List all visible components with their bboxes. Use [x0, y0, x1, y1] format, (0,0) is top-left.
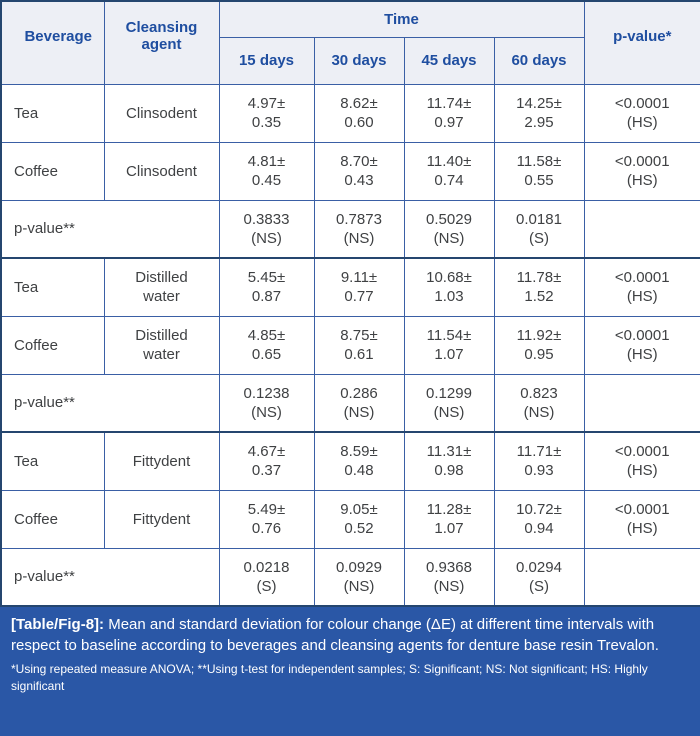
- value-cell: 11.28± 1.07: [403, 489, 495, 549]
- value-cell: 4.81± 0.45: [218, 141, 315, 201]
- empty-cell: [583, 547, 700, 607]
- value-cell: 0.1299 (NS): [403, 373, 495, 433]
- beverage-cell: Tea: [0, 257, 105, 317]
- value-cell: 0.0929 (NS): [313, 547, 405, 607]
- agent-cell: Fittydent: [103, 489, 220, 549]
- p-value-cell: <0.0001 (HS): [583, 141, 700, 201]
- value-cell: 11.71± 0.93: [493, 431, 585, 491]
- value-cell: 11.40± 0.74: [403, 141, 495, 201]
- header-60-days: 60 days: [493, 36, 585, 85]
- header-15-days: 15 days: [218, 36, 315, 85]
- value-cell: 9.05± 0.52: [313, 489, 405, 549]
- value-cell: 5.49± 0.76: [218, 489, 315, 549]
- figure-footnote: *Using repeated measure ANOVA; **Using t…: [11, 662, 648, 693]
- beverage-cell: Tea: [0, 431, 105, 491]
- value-cell: 0.823 (NS): [493, 373, 585, 433]
- header-row-days: 15 days 30 days 45 days 60 days: [1, 36, 700, 85]
- value-cell: 0.286 (NS): [313, 373, 405, 433]
- p-value-cell: <0.0001 (HS): [583, 83, 700, 143]
- row-label-cell: p-value**: [0, 547, 220, 607]
- value-cell: 8.70± 0.43: [313, 141, 405, 201]
- value-cell: 11.74± 0.97: [403, 83, 495, 143]
- row-label-cell: p-value**: [0, 199, 220, 259]
- value-cell: 4.97± 0.35: [218, 83, 315, 143]
- caption-band: [Table/Fig-8]: Mean and standard deviati…: [0, 607, 700, 736]
- value-cell: 4.85± 0.65: [218, 315, 315, 375]
- value-cell: 8.59± 0.48: [313, 431, 405, 491]
- value-cell: 0.0218 (S): [218, 547, 315, 607]
- header-time: Time: [218, 0, 585, 38]
- data-row: Coffee Clinsodent 4.81± 0.45 8.70± 0.43 11.4…: [0, 141, 700, 201]
- value-cell: 0.0294 (S): [493, 547, 585, 607]
- beverage-cell: Tea: [0, 83, 105, 143]
- figure-caption: [Table/Fig-8]: Mean and standard deviati…: [11, 614, 689, 656]
- agent-cell: Fittydent: [103, 431, 220, 491]
- row-label-cell: p-value**: [0, 373, 220, 433]
- empty-cell: [583, 373, 700, 433]
- header-cleansing-agent: Cleansing agent: [103, 0, 220, 85]
- p-value-cell: <0.0001 (HS): [583, 431, 700, 491]
- value-cell: 8.62± 0.60: [313, 83, 405, 143]
- header-row-time: Beverage Cleansing agent Time p-value*: [0, 0, 700, 85]
- value-cell: 10.72± 0.94: [493, 489, 585, 549]
- beverage-cell: Coffee: [0, 315, 105, 375]
- p-value-cell: <0.0001 (HS): [583, 315, 700, 375]
- figure-label: [Table/Fig-8]:: [11, 616, 105, 633]
- value-cell: 0.7873 (NS): [313, 199, 405, 259]
- value-cell: 11.58± 0.55: [493, 141, 585, 201]
- value-cell: 9.11± 0.77: [313, 257, 405, 317]
- data-row: Tea Distilled water 5.45± 0.87 9.11± 0.77 10…: [0, 257, 700, 317]
- header-30-days: 30 days: [313, 36, 405, 85]
- header-45-days: 45 days: [403, 36, 495, 85]
- table-body: Tea Clinsodent 4.97± 0.35 8.62± 0.60 11.74± …: [0, 83, 700, 607]
- p-value-cell: <0.0001 (HS): [583, 257, 700, 317]
- data-row: Coffee Fittydent 5.49± 0.76 9.05± 0.52 11.28…: [0, 489, 700, 549]
- caption-text: Mean and standard deviation for colour c…: [11, 616, 659, 654]
- value-cell: 11.31± 0.98: [403, 431, 495, 491]
- value-cell: 4.67± 0.37: [218, 431, 315, 491]
- agent-cell: Clinsodent: [103, 141, 220, 201]
- table-header: Beverage Cleansing agent Time p-value* 1…: [0, 0, 700, 85]
- data-row: Tea Fittydent 4.67± 0.37 8.59± 0.48 11.31± 0…: [0, 431, 700, 491]
- value-cell: 11.78± 1.52: [493, 257, 585, 317]
- value-cell: 0.3833 (NS): [218, 199, 315, 259]
- data-row: Tea Clinsodent 4.97± 0.35 8.62± 0.60 11.74± …: [0, 83, 700, 143]
- value-cell: 14.25± 2.95: [493, 83, 585, 143]
- data-row: Coffee Distilled water 4.85± 0.65 8.75± 0.6…: [0, 315, 700, 375]
- value-cell: 0.9368 (NS): [403, 547, 495, 607]
- agent-cell: Distilled water: [103, 315, 220, 375]
- value-cell: 8.75± 0.61: [313, 315, 405, 375]
- header-beverage: Beverage: [0, 0, 105, 85]
- value-cell: 10.68± 1.03: [403, 257, 495, 317]
- p-value-cell: <0.0001 (HS): [583, 489, 700, 549]
- value-cell: 11.92± 0.95: [493, 315, 585, 375]
- beverage-cell: Coffee: [0, 141, 105, 201]
- value-cell: 0.0181 (S): [493, 199, 585, 259]
- agent-cell: Clinsodent: [103, 83, 220, 143]
- p-value-row: p-value** 0.3833 (NS) 0.7873 (NS) 0.5029 (N…: [0, 199, 700, 259]
- beverage-cell: Coffee: [0, 489, 105, 549]
- value-cell: 0.1238 (NS): [218, 373, 315, 433]
- header-p-value: p-value*: [583, 0, 700, 85]
- value-cell: 0.5029 (NS): [403, 199, 495, 259]
- agent-cell: Distilled water: [103, 257, 220, 317]
- p-value-row: p-value** 0.0218 (S) 0.0929 (NS) 0.9368 (NS…: [0, 547, 700, 607]
- empty-cell: [583, 199, 700, 259]
- results-table: Beverage Cleansing agent Time p-value* 1…: [0, 0, 700, 607]
- value-cell: 11.54± 1.07: [403, 315, 495, 375]
- p-value-row: p-value** 0.1238 (NS) 0.286 (NS) 0.1299 (NS…: [0, 373, 700, 433]
- value-cell: 5.45± 0.87: [218, 257, 315, 317]
